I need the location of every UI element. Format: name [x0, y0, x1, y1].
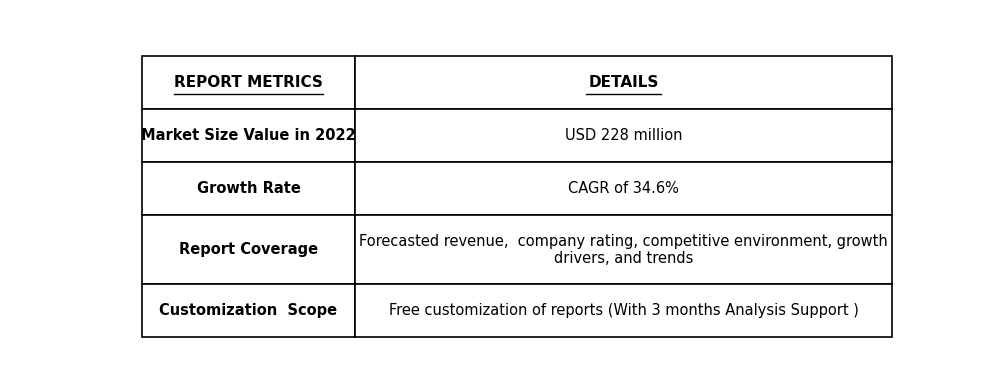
Bar: [141, 162, 356, 216]
Bar: [356, 284, 891, 337]
Bar: [356, 56, 891, 109]
Bar: [141, 56, 356, 109]
Text: Customization  Scope: Customization Scope: [159, 303, 338, 318]
Text: Market Size Value in 2022: Market Size Value in 2022: [141, 128, 356, 143]
Bar: [141, 284, 356, 337]
Bar: [141, 216, 356, 284]
Text: Free customization of reports (With 3 months Analysis Support ): Free customization of reports (With 3 mo…: [388, 303, 859, 318]
Text: CAGR of 34.6%: CAGR of 34.6%: [569, 181, 679, 196]
Bar: [141, 109, 356, 162]
Text: REPORT METRICS: REPORT METRICS: [174, 75, 323, 90]
Text: Report Coverage: Report Coverage: [179, 242, 319, 257]
Text: USD 228 million: USD 228 million: [564, 128, 682, 143]
Text: Growth Rate: Growth Rate: [197, 181, 300, 196]
Bar: [356, 162, 891, 216]
Bar: [356, 109, 891, 162]
Text: DETAILS: DETAILS: [589, 75, 658, 90]
Bar: [356, 216, 891, 284]
Text: Forecasted revenue,  company rating, competitive environment, growth
drivers, an: Forecasted revenue, company rating, comp…: [359, 233, 888, 266]
